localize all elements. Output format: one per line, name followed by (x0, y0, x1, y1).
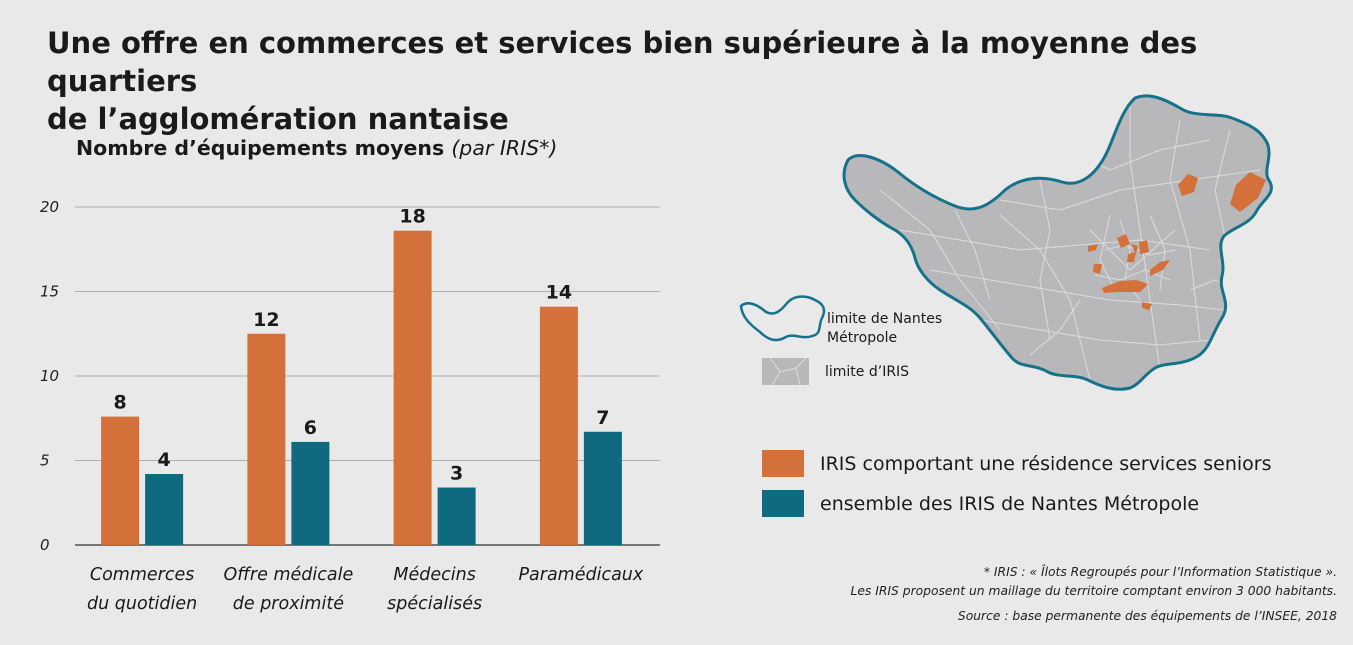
chart-subtitle: Nombre d’équipements moyens (par IRIS*) (76, 136, 557, 160)
category-label: Paramédicaux (518, 565, 643, 585)
legend-orange: IRIS comportant une résidence services s… (762, 450, 1272, 477)
category-label: Commerces (90, 565, 195, 585)
legend-teal: ensemble des IRIS de Nantes Métropole (762, 490, 1199, 517)
footnote-iris: * IRIS : « Îlots Regroupés pour l’Inform… (983, 565, 1337, 579)
category-label: Offre médicale (224, 565, 354, 585)
subtitle-main: Nombre d’équipements moyens (76, 136, 445, 160)
data-label: 3 (450, 463, 463, 485)
chart-title-line1: Une offre en commerces et services bien … (47, 26, 1198, 98)
bar (145, 474, 184, 545)
subtitle-italic: (par IRIS*) (451, 136, 558, 160)
data-label: 8 (114, 392, 127, 414)
y-tick-label: 10 (40, 367, 59, 385)
y-tick-label: 0 (40, 536, 50, 554)
bar (539, 306, 578, 545)
chart-title-line2: de l’agglomération nantaise (47, 102, 509, 136)
bar (247, 333, 286, 545)
category-label: spécialisés (387, 594, 482, 614)
bar (291, 441, 330, 545)
category-label: de proximité (233, 594, 344, 614)
legend-teal-label: ensemble des IRIS de Nantes Métropole (820, 492, 1200, 515)
data-label: 18 (399, 206, 425, 228)
bar (393, 230, 432, 545)
category-label: du quotidien (87, 594, 197, 614)
legend-orange-label: IRIS comportant une résidence services s… (820, 452, 1272, 475)
legend-orange-swatch (762, 450, 804, 477)
y-tick-label: 20 (40, 198, 59, 216)
data-label: 7 (596, 407, 609, 429)
bar (101, 416, 140, 545)
chart-title: Une offre en commerces et services bien … (47, 24, 1327, 138)
boundary-legend-line1: limite de Nantes (827, 311, 943, 327)
category-label: Médecins (393, 565, 475, 585)
y-tick-label: 5 (40, 452, 50, 470)
y-tick-label: 15 (40, 283, 59, 301)
source-note: Source : base permanente des équipements… (957, 609, 1337, 623)
footnote-iris-detail: Les IRIS proposent un maillage du territ… (850, 584, 1337, 598)
data-label: 4 (158, 449, 171, 471)
boundary-legend-line2: Métropole (827, 330, 898, 346)
data-label: 6 (304, 417, 317, 439)
bar (583, 431, 622, 545)
data-label: 14 (546, 282, 572, 304)
data-label: 12 (253, 309, 279, 331)
legend-teal-swatch (762, 490, 804, 517)
footnotes: * IRIS : « Îlots Regroupés pour l’Inform… (717, 563, 1337, 626)
iris-legend-label: limite d’IRIS (825, 364, 910, 380)
bar (437, 487, 476, 545)
boundary-legend-label: limite de Nantes Métropole (827, 310, 942, 348)
